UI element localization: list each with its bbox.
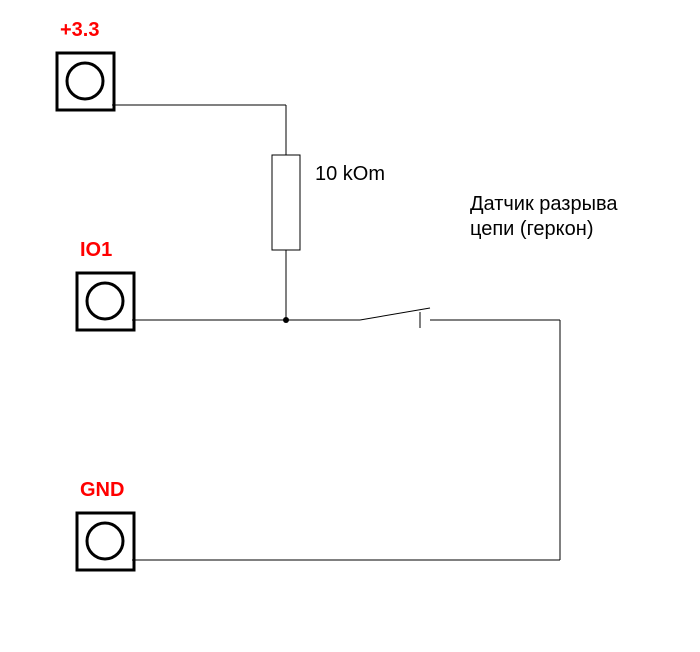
io1-terminal-label: IO1 [80,239,112,261]
gnd-terminal [77,513,134,570]
circuit-diagram: +3.3 IO1 GND 10 kOm [0,0,700,652]
resistor [272,155,300,250]
junction-dot [283,317,289,323]
sensor-description-line2: цепи (геркон) [470,218,593,240]
vcc-terminal-label: +3.3 [60,19,99,41]
sensor-description-line1: Датчик разрыва [470,193,618,215]
reed-switch [360,308,430,328]
gnd-terminal-label: GND [80,479,124,501]
vcc-terminal [57,53,114,110]
io1-terminal [77,273,134,330]
resistor-value-label: 10 kOm [315,163,385,185]
